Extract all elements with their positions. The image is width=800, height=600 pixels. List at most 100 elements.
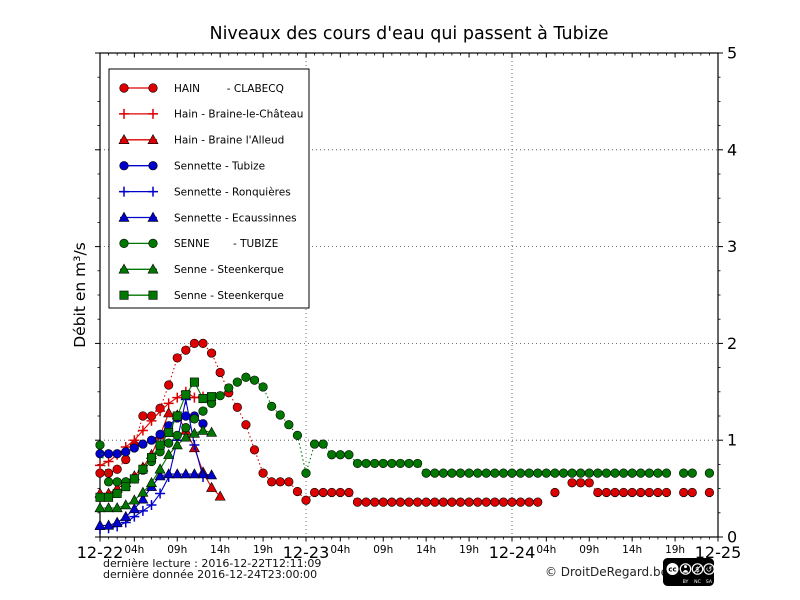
data-point-triangle [206,426,218,437]
data-point-circle [148,238,158,248]
data-point-circle [335,450,345,460]
data-point-square [189,377,199,387]
data-point-circle [636,487,646,498]
data-point-circle [498,468,509,478]
data-point-circle [387,458,397,469]
data-point-circle [181,423,191,433]
data-point-circle [275,477,285,487]
data-point-triangle [120,499,132,510]
data-point-circle [610,468,620,478]
data-point-triangle [147,263,159,274]
data-point-circle [352,497,363,507]
data-point-triangle [206,481,218,492]
x-tick-label-hour: 14h [622,544,642,556]
data-point-circle [627,468,637,478]
data-point-circle [344,487,354,498]
data-point-circle [498,497,509,507]
legend: HAIN - CLABECQ Hain - Braine-le-Château Ha… [108,68,310,309]
data-point-circle [455,497,466,507]
data-point-circle [181,345,191,355]
cc-sa-icon: ↺ [703,563,715,575]
series-sennette-tubize [95,411,208,459]
x-tick-label-hour: 04h [330,544,350,556]
data-point-triangle [94,502,106,513]
data-point-circle [627,487,637,498]
data-point-circle [103,477,114,487]
data-point-circle [129,443,139,453]
legend-entry-senne-tubize: SENNE - TUBIZE [119,238,278,250]
data-point-circle [395,497,406,507]
data-point-circle [687,487,697,498]
cc-icon: cc [666,563,679,575]
svg-text:cc: cc [668,565,676,573]
data-point-circle [412,458,423,469]
data-point-circle [258,382,268,392]
data-point-circle [618,468,629,478]
data-point-square [181,390,191,400]
x-tick-label-hour: 19h [459,544,479,556]
data-point-triangle [147,211,159,222]
data-point-triangle [137,486,149,497]
data-point-triangle [120,510,132,521]
data-point-circle [284,477,294,487]
data-point-circle [267,477,277,487]
data-point-circle [370,458,380,469]
data-point-circle [550,468,560,478]
data-point-plus [137,505,148,516]
data-point-circle [430,468,440,478]
data-point-circle [704,468,715,478]
data-point-circle [232,402,242,412]
data-point-circle [292,430,303,440]
data-point-triangle [188,427,200,438]
data-point-square [121,482,131,492]
legend-entry-sennette-tubize: Sennette - Tubize [119,161,265,173]
data-point-circle [119,83,129,93]
data-point-circle [121,454,131,465]
data-point-circle [292,486,303,497]
data-point-circle [241,372,251,382]
data-point-circle [267,401,277,411]
data-point-plus [189,440,200,451]
data-point-circle [464,468,474,478]
data-point-square [148,290,158,300]
data-point-circle [224,383,234,393]
legend-entry-label: HAIN - CLABECQ [174,83,284,95]
data-point-circle [119,161,129,171]
footer-last-data: dernière donnée 2016-12-24T23:00:00 [103,568,318,581]
cc-license-badge: cc $ ↺ BY NC SA [663,558,715,586]
data-point-triangle [137,493,149,504]
legend-entry-label: Hain - Braine l'Alleud [174,135,284,147]
chart-title: Niveaux des cours d'eau qui passent à Tu… [209,24,609,44]
cc-by-label: BY [683,579,689,585]
data-point-triangle [197,468,209,479]
series-senne-steenkerque-1 [94,424,218,513]
data-point-circle [687,468,697,478]
data-point-circle [344,450,354,460]
data-point-circle [704,487,715,498]
data-point-circle [241,420,251,430]
data-point-triangle [180,468,192,479]
data-point-circle [148,83,158,93]
data-point-plus [146,415,157,426]
series-hain-clabecq [95,338,715,507]
legend-entry-label: Senne - Steenkerque [174,290,284,302]
data-point-triangle [111,516,123,527]
legend-entry-hain-braine-l-alleud: Hain - Braine l'Alleud [118,133,284,147]
data-point-circle [421,497,431,507]
data-point-circle [352,458,363,469]
data-point-circle [576,478,586,488]
data-point-circle [455,468,466,478]
y-tick-label: 5 [727,44,737,63]
x-tick-label-hour: 09h [373,544,393,556]
data-point-triangle [94,519,106,530]
data-point-circle [112,449,122,459]
data-point-circle [601,468,612,478]
data-point-circle [515,497,526,507]
data-point-plus [119,186,129,197]
data-point-circle [275,410,285,420]
data-point-circle [567,468,577,478]
data-point-square [129,474,139,484]
data-point-circle [335,487,345,498]
legend-box [108,68,310,309]
data-point-plus [146,500,157,511]
